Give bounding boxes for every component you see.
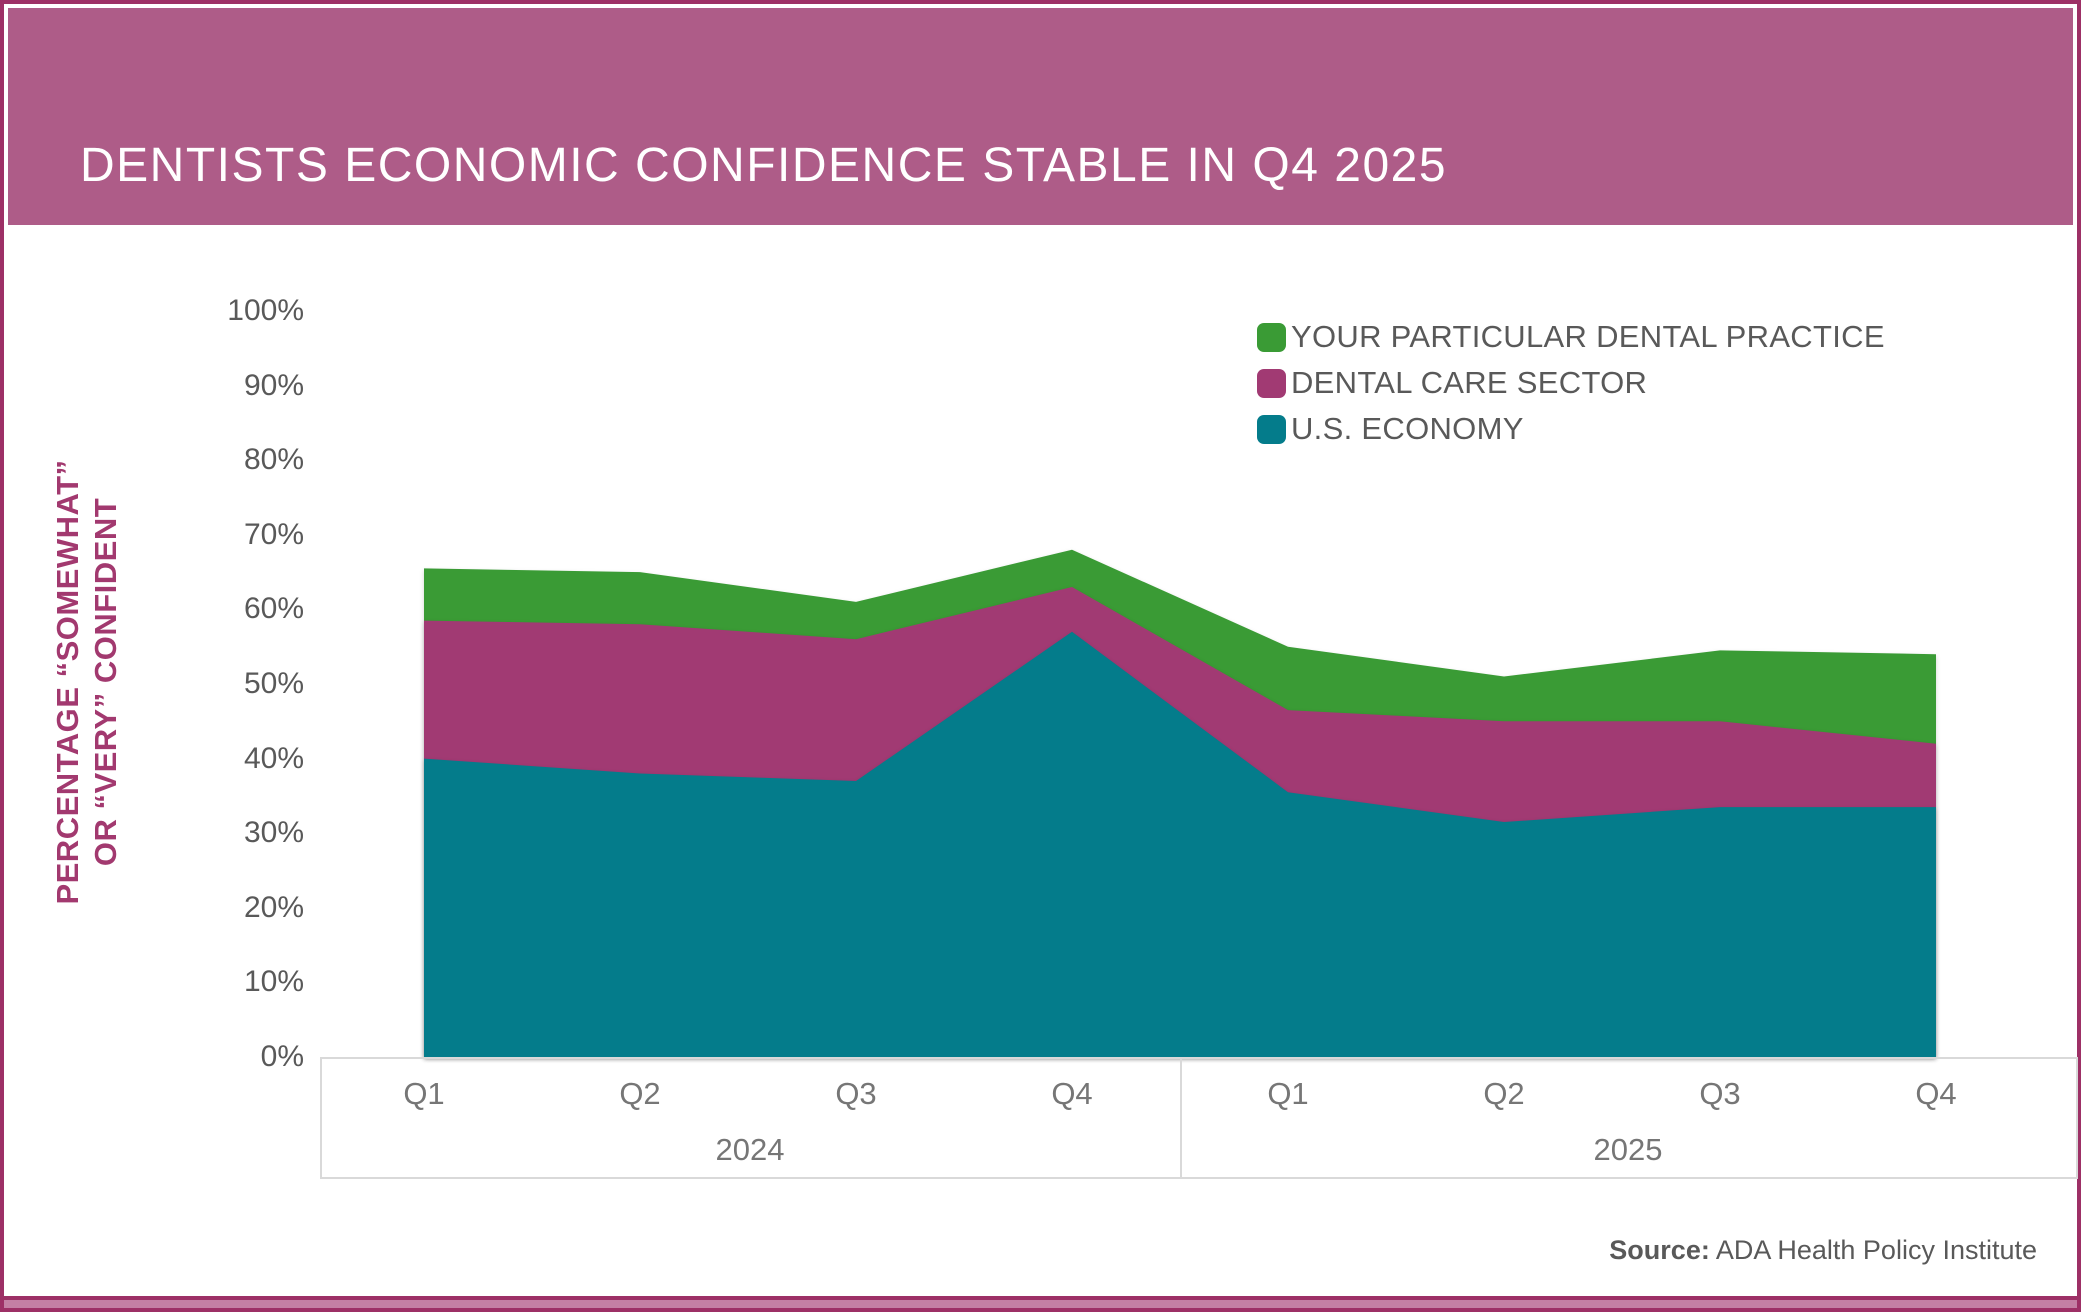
x-label-q2-2025: Q2 — [1483, 1076, 1525, 1111]
chart-body: PERCENTAGE “SOMEWHAT” OR “VERY” CONFIDEN… — [8, 225, 2078, 1295]
x-year-label-2025: 2025 — [1593, 1132, 1663, 1167]
x-label-q1-2025: Q1 — [1267, 1076, 1309, 1111]
y-tick-label-70: 70% — [243, 517, 304, 551]
chart-canvas: PERCENTAGE “SOMEWHAT” OR “VERY” CONFIDEN… — [4, 4, 2081, 1316]
legend-swatch-dental-care-sector — [1257, 368, 1286, 398]
x-label-q4-2025: Q4 — [1915, 1076, 1957, 1111]
axis-table-left-border — [320, 1057, 322, 1177]
legend-row-dental-care-sector: DENTAL CARE SECTOR — [1257, 360, 1885, 406]
y-tick-label-30: 30% — [243, 816, 304, 850]
chart-legend: YOUR PARTICULAR DENTAL PRACTICE DENTAL CA… — [1257, 314, 1885, 452]
page-title: DENTISTS ECONOMIC CONFIDENCE STABLE IN Q… — [80, 139, 1448, 192]
legend-row-your-particular-dental-practice: YOUR PARTICULAR DENTAL PRACTICE — [1257, 314, 1885, 360]
area-chart-plot — [424, 549, 1936, 1057]
area-u-s-economy — [424, 631, 1936, 1057]
y-tick-label-80: 80% — [243, 443, 304, 477]
legend-swatch-u-s-economy — [1257, 414, 1286, 444]
y-tick-label-60: 60% — [243, 592, 304, 626]
y-tick-label-0: 0% — [260, 1040, 304, 1073]
y-tick-label-10: 10% — [243, 965, 304, 999]
legend-label-your-particular-dental-practice: YOUR PARTICULAR DENTAL PRACTICE — [1291, 319, 1885, 354]
legend-label-dental-care-sector: DENTAL CARE SECTOR — [1291, 365, 1648, 400]
y-tick-label-20: 20% — [243, 890, 304, 924]
source-text: ADA Health Policy Institute — [1709, 1235, 2037, 1265]
y-tick-label-50: 50% — [243, 667, 304, 700]
y-tick-label-90: 90% — [243, 368, 304, 402]
axis-table-year-divider — [1180, 1057, 1182, 1177]
legend-row-u-s-economy: U.S. ECONOMY — [1257, 406, 1885, 452]
x-label-q1-2024: Q1 — [403, 1076, 445, 1111]
x-label-q3-2025: Q3 — [1699, 1076, 1741, 1111]
bottom-accent-strip — [4, 1296, 2077, 1308]
legend-label-u-s-economy: U.S. ECONOMY — [1291, 411, 1524, 446]
legend-swatch-your-particular-dental-practice — [1257, 322, 1286, 352]
y-tick-label-100: 100% — [227, 294, 304, 327]
x-label-q3-2024: Q3 — [835, 1076, 877, 1111]
header-band: DENTISTS ECONOMIC CONFIDENCE STABLE IN Q… — [8, 8, 2073, 225]
x-axis-baseline — [320, 1057, 2076, 1059]
x-label-q2-2024: Q2 — [619, 1076, 661, 1111]
axis-table-right-border — [2076, 1057, 2078, 1179]
y-tick-label-40: 40% — [243, 741, 304, 775]
x-label-q4-2024: Q4 — [1051, 1076, 1093, 1111]
source-label: Source: — [1609, 1235, 1710, 1265]
x-year-label-2024: 2024 — [715, 1132, 785, 1167]
axis-table-bottom-border — [320, 1177, 2076, 1179]
source-line: Source: ADA Health Policy Institute — [1609, 1235, 2037, 1266]
